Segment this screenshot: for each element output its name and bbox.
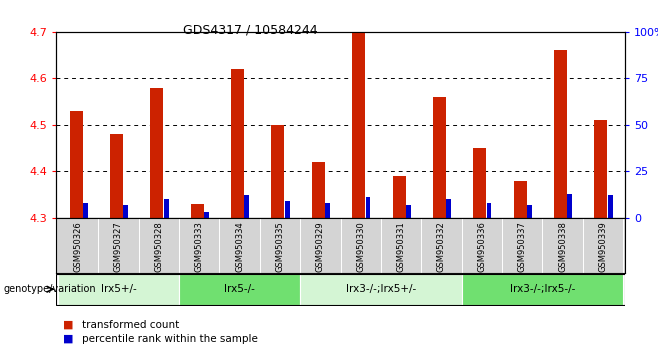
Bar xyxy=(123,205,128,218)
Bar xyxy=(325,203,330,218)
Text: GSM950331: GSM950331 xyxy=(397,222,405,272)
Text: genotype/variation: genotype/variation xyxy=(3,284,96,294)
Bar xyxy=(393,176,405,218)
Bar xyxy=(462,218,502,273)
Bar xyxy=(260,218,300,273)
Bar xyxy=(151,88,163,218)
Bar xyxy=(231,69,244,218)
Text: GSM950329: GSM950329 xyxy=(316,222,325,272)
Bar xyxy=(272,125,284,218)
Text: GSM950327: GSM950327 xyxy=(114,222,123,272)
Text: lrx5+/-: lrx5+/- xyxy=(101,284,136,295)
Text: GSM950338: GSM950338 xyxy=(558,222,567,273)
Bar xyxy=(341,218,381,273)
Bar xyxy=(433,97,446,218)
Bar xyxy=(58,274,179,304)
Bar xyxy=(542,218,583,273)
Bar xyxy=(300,218,341,273)
Bar xyxy=(381,218,421,273)
Text: ■: ■ xyxy=(63,334,73,344)
Bar xyxy=(219,218,260,273)
Bar xyxy=(70,111,82,218)
Text: GSM950326: GSM950326 xyxy=(74,222,83,272)
Bar xyxy=(502,218,542,273)
Bar xyxy=(446,199,451,218)
Bar xyxy=(421,218,462,273)
Bar xyxy=(164,199,168,218)
Text: GSM950335: GSM950335 xyxy=(276,222,284,272)
Text: GSM950332: GSM950332 xyxy=(437,222,446,272)
Bar xyxy=(352,32,365,218)
Bar xyxy=(139,218,179,273)
Bar xyxy=(366,197,370,218)
Text: lrx3-/-;lrx5+/-: lrx3-/-;lrx5+/- xyxy=(345,284,416,295)
Text: lrx3-/-;lrx5-/-: lrx3-/-;lrx5-/- xyxy=(510,284,575,295)
Bar xyxy=(285,201,290,218)
Bar xyxy=(608,195,613,218)
Bar xyxy=(462,274,623,304)
Bar xyxy=(514,181,526,218)
Bar xyxy=(527,205,532,218)
Bar xyxy=(300,274,462,304)
Bar xyxy=(594,120,607,218)
Bar xyxy=(179,218,219,273)
Text: lrx5-/-: lrx5-/- xyxy=(224,284,255,295)
Text: GDS4317 / 10584244: GDS4317 / 10584244 xyxy=(183,23,317,36)
Text: GSM950330: GSM950330 xyxy=(356,222,365,272)
Text: GSM950336: GSM950336 xyxy=(477,222,486,273)
Bar xyxy=(583,218,623,273)
Bar xyxy=(191,204,204,218)
Text: ■: ■ xyxy=(63,320,73,330)
Text: GSM950328: GSM950328 xyxy=(155,222,163,272)
Text: percentile rank within the sample: percentile rank within the sample xyxy=(82,334,258,344)
Bar xyxy=(58,218,98,273)
Bar xyxy=(554,51,567,218)
Bar xyxy=(406,205,411,218)
Bar xyxy=(83,203,88,218)
Text: transformed count: transformed count xyxy=(82,320,180,330)
Bar xyxy=(244,195,249,218)
Bar xyxy=(312,162,325,218)
Text: GSM950333: GSM950333 xyxy=(195,222,204,273)
Bar xyxy=(110,134,123,218)
Bar xyxy=(179,274,300,304)
Bar xyxy=(204,212,209,218)
Bar xyxy=(487,203,492,218)
Text: GSM950339: GSM950339 xyxy=(598,222,607,272)
Text: GSM950337: GSM950337 xyxy=(518,222,526,273)
Bar xyxy=(98,218,139,273)
Text: GSM950334: GSM950334 xyxy=(235,222,244,272)
Bar xyxy=(567,194,572,218)
Bar xyxy=(473,148,486,218)
